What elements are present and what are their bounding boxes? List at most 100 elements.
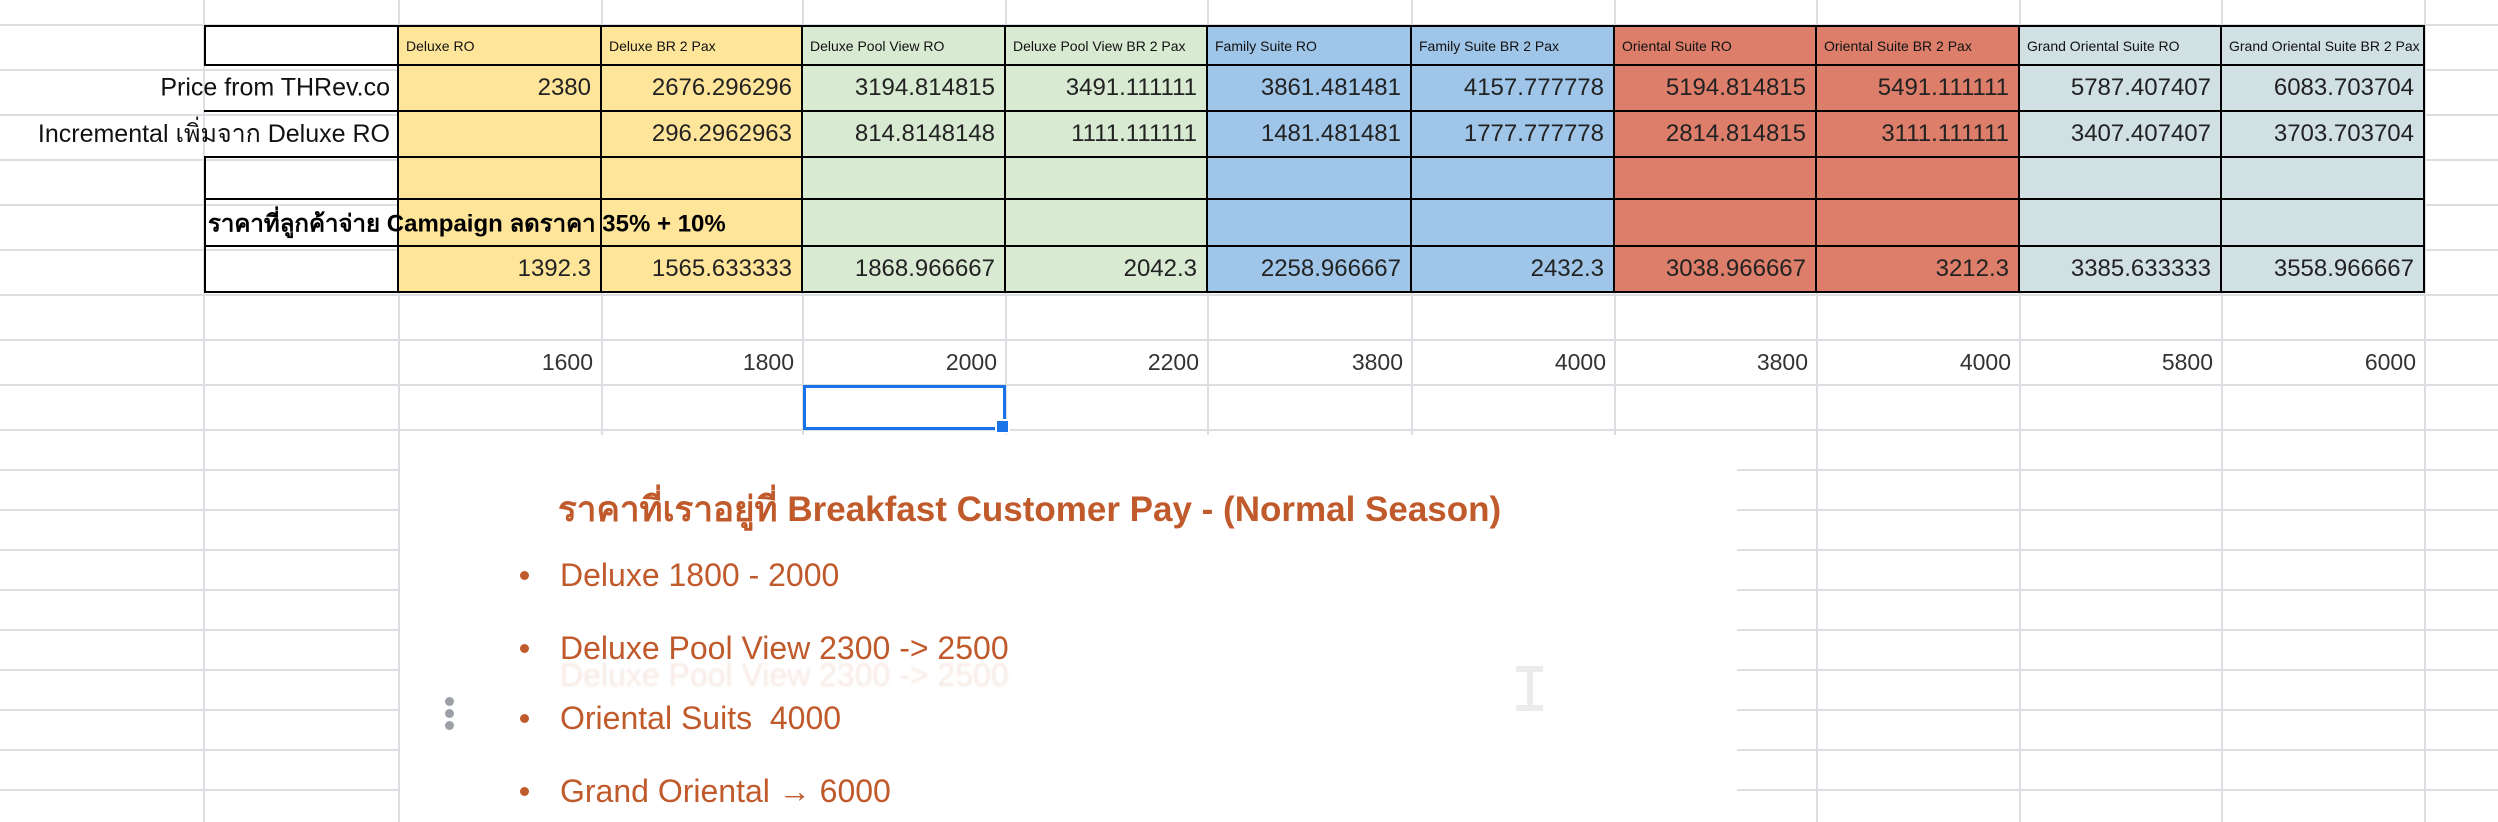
table-cell[interactable] <box>1817 158 2020 200</box>
bullet-item: Deluxe Pool View 2300 -> 2500 <box>520 626 1009 670</box>
table-cell[interactable] <box>1208 158 1412 200</box>
table-cell[interactable]: 2676.296296 <box>602 66 803 112</box>
table-cell[interactable]: 3558.966667 <box>2222 247 2425 293</box>
price-point-cell[interactable]: 1800 <box>742 349 794 375</box>
table-cell[interactable] <box>399 158 602 200</box>
table-cell[interactable]: 3861.481481 <box>1208 66 1412 112</box>
table-cell[interactable] <box>602 200 803 247</box>
table-cell[interactable]: 3212.3 <box>1817 247 2020 293</box>
table-cell[interactable] <box>1208 200 1412 247</box>
column-header[interactable]: Deluxe Pool View BR 2 Pax <box>1006 25 1208 66</box>
table-cell[interactable] <box>803 200 1006 247</box>
column-header[interactable]: Deluxe RO <box>399 25 602 66</box>
price-point-cell[interactable]: 3800 <box>1756 349 1808 375</box>
row-label: Incremental เพิ่มจาก Deluxe RO <box>37 120 390 148</box>
price-point-cell[interactable]: 1600 <box>541 349 593 375</box>
table-cell[interactable]: 2042.3 <box>1006 247 1208 293</box>
row-label-cell[interactable] <box>204 247 399 293</box>
column-header[interactable]: Family Suite RO <box>1208 25 1412 66</box>
bullet-dot-icon <box>520 713 529 723</box>
column-header[interactable]: Oriental Suite RO <box>1615 25 1817 66</box>
bullet-text: Oriental Suits 4000 <box>560 699 842 736</box>
gridline <box>1614 0 1616 822</box>
gridline <box>0 294 2498 296</box>
column-header[interactable]: Grand Oriental Suite RO <box>2020 25 2222 66</box>
gridline <box>2221 0 2223 822</box>
table-cell[interactable] <box>1412 200 1615 247</box>
corner-label-cell[interactable] <box>204 25 399 66</box>
table-cell[interactable]: 2432.3 <box>1412 247 1615 293</box>
table-cell[interactable] <box>1817 200 2020 247</box>
table-cell[interactable]: 2380 <box>399 66 602 112</box>
table-cell[interactable]: 3038.966667 <box>1615 247 1817 293</box>
selected-cell[interactable] <box>803 385 1010 434</box>
table-cell[interactable] <box>2222 200 2425 247</box>
table-cell[interactable]: 4157.777778 <box>1412 66 1615 112</box>
price-point-cell[interactable]: 4000 <box>1554 349 1606 375</box>
table-cell[interactable]: 3703.703704 <box>2222 112 2425 158</box>
table-cell[interactable]: 3491.111111 <box>1006 66 1208 112</box>
gridline <box>1207 0 1209 822</box>
price-point-cell[interactable]: 3800 <box>1351 349 1403 375</box>
table-cell[interactable]: 814.8148148 <box>803 112 1006 158</box>
price-point-cell[interactable]: 6000 <box>2364 349 2416 375</box>
row-label-cell[interactable]: ราคาที่ลูกค้าจ่าย Campaign ลดราคา 35% + … <box>204 200 726 247</box>
table-cell[interactable] <box>1615 158 1817 200</box>
row-label-cell[interactable]: Incremental เพิ่มจาก Deluxe RO <box>38 112 399 158</box>
table-cell[interactable] <box>1412 158 1615 200</box>
table-cell[interactable]: 1868.966667 <box>803 247 1006 293</box>
table-cell[interactable]: 3385.633333 <box>2020 247 2222 293</box>
row-label: Price from THRev.co <box>160 73 390 102</box>
column-header[interactable]: Family Suite BR 2 Pax <box>1412 25 1615 66</box>
bullet-dot-icon <box>520 786 529 796</box>
table-cell[interactable]: 3111.111111 <box>1817 112 2020 158</box>
table-cell[interactable]: 2814.814815 <box>1615 112 1817 158</box>
bullet-text: Deluxe 1800 - 2000 <box>560 556 840 593</box>
table-cell[interactable]: 2258.966667 <box>1208 247 1412 293</box>
bullet-dot-icon <box>520 643 529 653</box>
table-cell[interactable]: 3407.407407 <box>2020 112 2222 158</box>
row-label-cell[interactable] <box>204 158 399 200</box>
table-cell[interactable] <box>803 158 1006 200</box>
price-point-cell[interactable]: 2200 <box>1147 349 1199 375</box>
table-cell[interactable] <box>1615 200 1817 247</box>
bullet-item: Grand Oriental → 6000 <box>520 769 891 813</box>
table-cell[interactable]: 296.2962963 <box>602 112 803 158</box>
price-point-cell[interactable]: 5800 <box>2161 349 2213 375</box>
textbox-title: ราคาที่เราอยู่ที่ Breakfast Customer Pay… <box>558 490 1502 529</box>
table-cell[interactable] <box>399 200 602 247</box>
gridline <box>601 0 603 822</box>
table-cell[interactable]: 5194.814815 <box>1615 66 1817 112</box>
table-cell[interactable]: 6083.703704 <box>2222 66 2425 112</box>
table-cell[interactable]: 1392.3 <box>399 247 602 293</box>
column-header[interactable]: Deluxe Pool View RO <box>803 25 1006 66</box>
table-cell[interactable] <box>1006 158 1208 200</box>
table-cell[interactable] <box>2020 158 2222 200</box>
column-header[interactable]: Deluxe BR 2 Pax <box>602 25 803 66</box>
table-cell[interactable] <box>602 158 803 200</box>
row-label-cell[interactable]: Price from THRev.co <box>160 66 399 112</box>
table-cell[interactable]: 5787.407407 <box>2020 66 2222 112</box>
table-cell[interactable] <box>399 112 602 158</box>
table-cell[interactable]: 1565.633333 <box>602 247 803 293</box>
price-point-cell[interactable]: 4000 <box>1959 349 2011 375</box>
table-cell[interactable] <box>2020 200 2222 247</box>
gridline <box>2019 0 2021 822</box>
table-cell[interactable] <box>2222 158 2425 200</box>
fill-handle[interactable] <box>995 419 1010 434</box>
gridline <box>2424 0 2426 822</box>
column-header[interactable]: Oriental Suite BR 2 Pax <box>1817 25 2020 66</box>
table-cell[interactable] <box>1006 200 1208 247</box>
gridline <box>0 339 2498 341</box>
column-header[interactable]: Grand Oriental Suite BR 2 Pax <box>2222 25 2425 66</box>
table-cell[interactable]: 1481.481481 <box>1208 112 1412 158</box>
text-cursor-icon <box>1516 666 1543 711</box>
gridline <box>1411 0 1413 822</box>
table-cell[interactable]: 5491.111111 <box>1817 66 2020 112</box>
table-cell[interactable]: 3194.814815 <box>803 66 1006 112</box>
price-point-cell[interactable]: 2000 <box>945 349 997 375</box>
table-cell[interactable]: 1111.111111 <box>1006 112 1208 158</box>
drag-handle-icon[interactable] <box>445 697 454 730</box>
table-cell[interactable]: 1777.777778 <box>1412 112 1615 158</box>
notes-textbox[interactable]: ราคาที่เราอยู่ที่ Breakfast Customer Pay… <box>400 435 1737 822</box>
